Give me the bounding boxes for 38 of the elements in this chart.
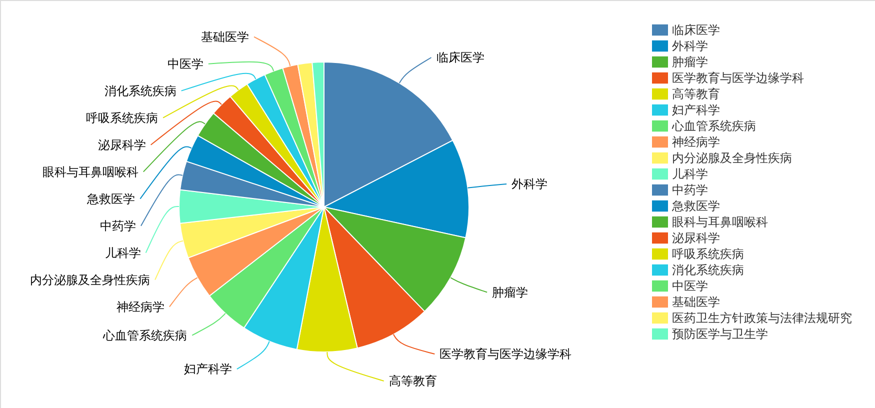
slice-label: 神经病学 — [116, 300, 164, 314]
legend-label: 呼吸系统疾病 — [672, 247, 744, 261]
slice-label: 中药学 — [100, 218, 136, 233]
slice-label: 中医学 — [167, 56, 204, 71]
slice-label: 妇产科学 — [184, 362, 232, 376]
slice-label: 消化系统疾病 — [104, 84, 176, 98]
slice-label: 内分泌腺及全身性疾病 — [30, 272, 150, 287]
slice-label: 肿瘤学 — [492, 285, 528, 300]
legend-label: 儿科学 — [672, 167, 708, 181]
legend-label: 中药学 — [672, 183, 708, 197]
slice-label: 急救医学 — [86, 192, 136, 206]
legend-label: 肿瘤学 — [672, 55, 708, 69]
legend-label: 心血管系统疾病 — [671, 119, 756, 133]
legend-label: 内分泌腺及全身性疾病 — [672, 151, 792, 165]
legend-label: 妇产科学 — [672, 103, 720, 117]
slice-label: 外科学 — [512, 176, 548, 191]
slice-label: 儿科学 — [104, 246, 141, 260]
legend-label: 外科学 — [672, 39, 708, 53]
legend-label: 高等教育 — [672, 87, 720, 101]
slice-label: 心血管系统疾病 — [102, 328, 188, 342]
legend-label: 医学教育与医学边缘学科 — [672, 71, 804, 85]
legend-label: 眼科与耳鼻咽喉科 — [672, 215, 768, 229]
legend-label: 临床医学 — [672, 23, 720, 37]
legend-label: 消化系统疾病 — [672, 263, 744, 277]
legend-label: 基础医学 — [672, 295, 720, 309]
legend-label: 泌尿科学 — [672, 231, 720, 245]
slice-label: 呼吸系统疾病 — [86, 110, 158, 125]
slice-label: 眼科与耳鼻咽喉科 — [42, 164, 138, 179]
slice-label: 泌尿科学 — [98, 138, 146, 152]
legend-label: 神经病学 — [672, 135, 720, 149]
slice-label: 基础医学 — [201, 30, 249, 44]
slice-label: 高等教育 — [388, 374, 437, 388]
legend-label: 中医学 — [672, 279, 708, 293]
slice-label: 医学教育与医学边缘学科 — [440, 347, 572, 361]
legend-label: 预防医学与卫生学 — [672, 327, 768, 341]
legend-label: 医药卫生方针政策与法律法规研究 — [672, 311, 852, 325]
legend-label: 急救医学 — [671, 199, 720, 213]
slice-label: 临床医学 — [436, 50, 484, 64]
